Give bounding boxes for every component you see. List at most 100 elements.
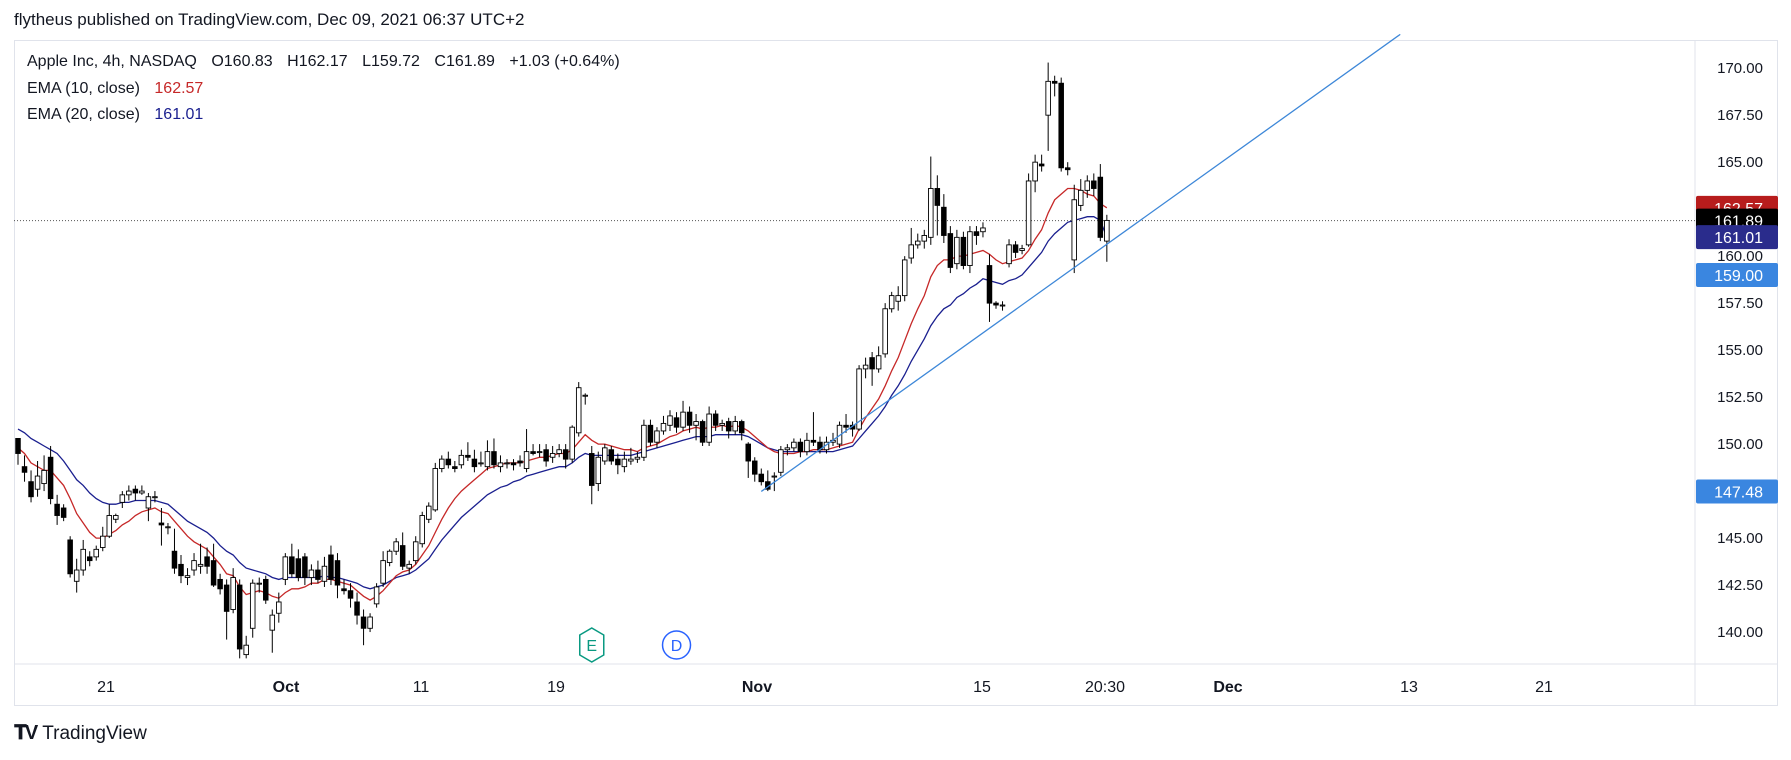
candle-up (778, 449, 784, 473)
candle-down (15, 438, 21, 454)
candle-up (791, 441, 797, 449)
candle-down (615, 458, 621, 466)
candle-up (119, 494, 126, 503)
candle-up (549, 453, 556, 458)
time-tick-label: 21 (1535, 679, 1553, 696)
legend-ema20[interactable]: EMA (20, close) 161.01 (27, 106, 207, 124)
price-badge-label: 147.48 (1714, 484, 1763, 501)
candle-down (1058, 82, 1064, 169)
candle-down (758, 473, 765, 483)
candle-down (217, 578, 223, 590)
tradingview-logo[interactable]: 𝐓V TradingView (14, 722, 147, 745)
candle-up (282, 556, 289, 580)
candle-down (223, 584, 230, 612)
time-tick-label: 20:30 (1085, 679, 1125, 696)
candle-down (934, 188, 941, 206)
candle-down (562, 449, 569, 460)
candle-up (523, 451, 530, 469)
candle-up (412, 541, 419, 562)
candle-up (100, 535, 106, 548)
time-tick-label: Dec (1213, 679, 1242, 696)
candle-up (393, 541, 399, 552)
candle-down (686, 411, 693, 426)
candle-up (380, 560, 386, 584)
candle-up (184, 575, 191, 578)
candle-down (699, 421, 706, 443)
candle-down (797, 441, 804, 453)
candle-up (276, 601, 282, 614)
candle-up (804, 439, 810, 453)
dividend-event-icon (661, 630, 692, 660)
candle-up (901, 259, 908, 297)
candle-down (712, 413, 719, 426)
candle-up (426, 505, 432, 520)
price-tick-label: 170.00 (1717, 60, 1763, 77)
candle-down (543, 449, 549, 462)
candle-down (589, 453, 595, 486)
candle-up (308, 569, 315, 578)
ema20-line (17, 216, 1108, 590)
candle-up (595, 456, 602, 485)
candle-up (575, 387, 582, 434)
dividend-event-label: D (671, 638, 683, 655)
candle-down (67, 539, 73, 575)
price-tick-label: 152.50 (1717, 389, 1763, 406)
candle-up (1071, 199, 1077, 261)
legend-symbol[interactable]: Apple Inc, 4h, NASDAQ (27, 53, 197, 70)
candle-down (302, 556, 308, 578)
candle-up (1006, 244, 1012, 265)
candle-up (1032, 161, 1038, 182)
candle-down (510, 462, 517, 466)
candle-down (445, 458, 452, 466)
candle-up (406, 563, 412, 569)
price-tick-label: 140.00 (1717, 624, 1763, 641)
candle-up (928, 188, 934, 238)
candle-up (191, 560, 197, 571)
candle-up (1045, 80, 1051, 116)
candle-up (197, 563, 204, 567)
candle-up (439, 458, 445, 469)
candle-down (360, 616, 367, 629)
candle-down (869, 357, 875, 370)
legend-ema10[interactable]: EMA (10, close) 162.57 (27, 80, 207, 98)
trendline (760, 33, 1401, 492)
candle-up (875, 355, 882, 370)
candle-up (921, 235, 928, 242)
time-tick-label: 11 (413, 679, 430, 696)
legend-low-label: L (362, 53, 372, 70)
candle-up (954, 236, 960, 265)
tradingview-logo-icon: 𝐓V (14, 722, 38, 744)
candle-up (732, 421, 738, 432)
time-tick-label: 19 (547, 679, 565, 696)
candle-up (249, 582, 256, 629)
candle-up (419, 515, 425, 545)
candle-up (582, 394, 588, 397)
candle-up (999, 304, 1006, 307)
legend-open-label: O (211, 53, 224, 70)
candle-down (947, 233, 954, 268)
legend-ema20-value: 161.01 (154, 106, 204, 123)
candle-down (54, 503, 60, 516)
candle-down (21, 466, 28, 473)
candle-up (34, 475, 41, 490)
candle-up (256, 582, 262, 585)
candle-down (315, 569, 321, 580)
candle-down (1012, 244, 1019, 253)
candle-up (862, 364, 869, 370)
candle-down (334, 560, 341, 586)
candle-down (810, 439, 817, 443)
candle-up (139, 490, 145, 494)
candle-up (621, 458, 628, 468)
candle-down (973, 231, 980, 236)
candle-down (328, 554, 334, 580)
candle-down (60, 507, 67, 518)
candle-up (152, 496, 158, 499)
candle-up (660, 422, 667, 432)
price-badge-label: 159.00 (1714, 268, 1763, 285)
candle-up (856, 368, 862, 430)
candle-down (986, 265, 993, 304)
candle-up (145, 496, 152, 509)
chart-frame[interactable] (14, 40, 1778, 706)
candle-up (1025, 180, 1032, 246)
